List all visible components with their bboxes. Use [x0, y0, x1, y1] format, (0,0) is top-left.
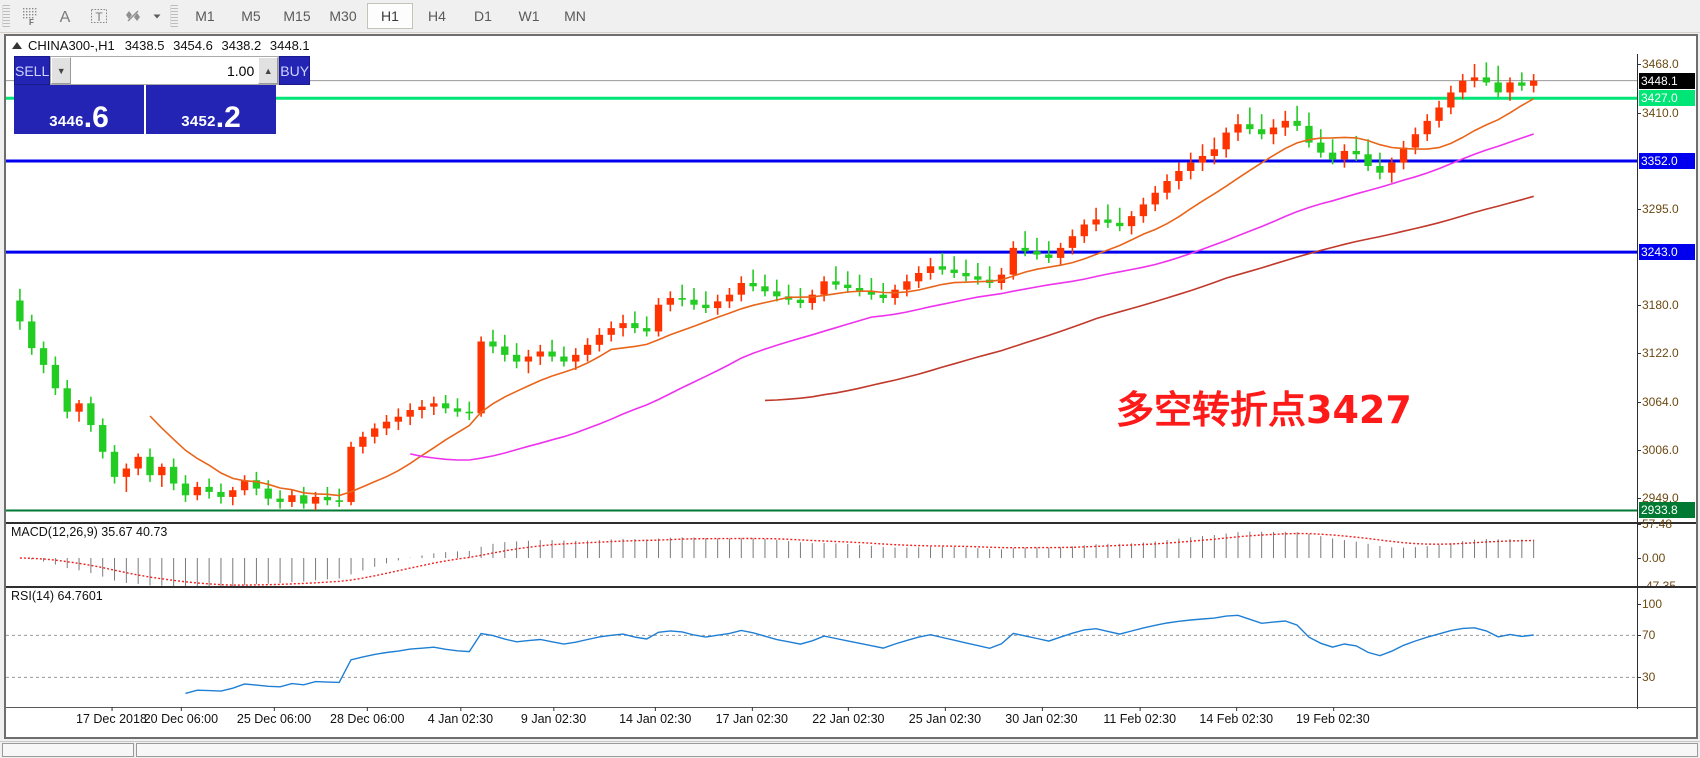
crosshair-f-icon[interactable]: F	[14, 3, 48, 29]
rsi-y-axis[interactable]: 100 70 30	[1637, 588, 1696, 709]
text-label-icon[interactable]: A	[48, 3, 82, 29]
chart-ohlc: 3438.5 3454.6 3438.2 3448.1	[125, 38, 315, 53]
rsi-plot-area[interactable]	[6, 588, 1638, 709]
chevron-down-icon[interactable]	[150, 3, 164, 29]
moving-average-line	[764, 195, 1534, 402]
chart-symbol-label: CHINA300-,H1	[28, 37, 115, 53]
oct-divider	[144, 85, 146, 134]
macd-plot-area[interactable]	[6, 524, 1638, 586]
svg-text:T: T	[95, 10, 103, 24]
timeframe-mn[interactable]: MN	[564, 8, 586, 24]
time-axis-tick: 19 Feb 02:30	[1295, 707, 1370, 726]
chart-annotation-text[interactable]: 多空转折点3427	[1116, 388, 1412, 432]
rsi-pane[interactable]: RSI(14) 64.7601 100 70 30	[6, 586, 1696, 709]
volume-stepper[interactable]: ▼ ▲	[50, 56, 280, 85]
buy-button[interactable]: BUY	[279, 56, 311, 85]
chart-header: CHINA300-,H1 3438.5 3454.6 3438.2 3448.1	[6, 36, 1696, 54]
sell-price-fraction: .6	[83, 100, 109, 134]
timeframe-m1[interactable]: M1	[195, 8, 215, 24]
timeframe-d1[interactable]: D1	[474, 8, 492, 24]
rsi-y-tick: 70	[1637, 628, 1656, 643]
text-box-icon[interactable]: T	[82, 3, 116, 29]
chart-window[interactable]: CHINA300-,H1 3438.5 3454.6 3438.2 3448.1…	[4, 34, 1698, 739]
main-toolbar: F A T M1 M5 M15 M30 H1 H4 D1 W1 MN	[0, 0, 1700, 33]
rsi-line-layer	[6, 614, 1638, 695]
oct-price-row: 3446.6 3452.2	[14, 85, 276, 134]
time-axis-tick: 14 Feb 02:30	[1199, 707, 1274, 726]
rsi-y-tick: 100	[1637, 596, 1663, 611]
timeframe-h4[interactable]: H4	[428, 8, 446, 24]
toolbar-grip-2[interactable]	[170, 5, 178, 27]
time-axis-tick: 14 Jan 02:30	[619, 707, 692, 726]
price-y-tick: 2949.0	[1638, 490, 1679, 505]
timeframe-m30[interactable]: M30	[329, 8, 357, 24]
horizontal-line-label[interactable]: 3352.0	[1639, 152, 1695, 169]
buy-price-fraction: .2	[215, 100, 241, 134]
volume-increment-icon[interactable]: ▲	[258, 57, 279, 84]
price-y-tick: 3295.0	[1638, 201, 1679, 216]
macd-pane[interactable]: MACD(12,26,9) 35.67 40.73 57.48 0.00 -47.3…	[6, 517, 1696, 593]
horizontal-line-label[interactable]: 3243.0	[1639, 244, 1695, 261]
status-bar	[0, 741, 1700, 758]
volume-input[interactable]	[71, 57, 259, 84]
ohlc-high: 3454.6	[173, 37, 213, 53]
timeframe-m5[interactable]: M5	[241, 8, 261, 24]
status-cell-left	[2, 743, 134, 757]
time-axis-tick: 4 Jan 02:30	[427, 707, 494, 726]
moving-average-line	[149, 98, 1535, 497]
toolbar-grip-1[interactable]	[2, 5, 10, 27]
ohlc-open: 3438.5	[124, 37, 165, 53]
price-y-tick: 3410.0	[1638, 105, 1679, 120]
ohlc-close: 3448.1	[269, 37, 310, 53]
time-axis-tick: 17 Dec 2018	[76, 707, 147, 726]
status-cell-right	[136, 743, 1698, 757]
sell-price[interactable]: 3446.6	[14, 85, 144, 134]
macd-histogram-layer	[19, 531, 1535, 586]
time-axis-tick: 11 Feb 02:30	[1103, 707, 1177, 726]
sell-price-integer: 3446	[49, 113, 84, 130]
svg-text:F: F	[29, 18, 34, 26]
price-y-tick: 3122.0	[1638, 346, 1679, 361]
ask-label[interactable]: 2933.8	[1639, 502, 1695, 519]
time-axis-tick: 25 Jan 02:30	[908, 707, 982, 726]
time-axis-tick: 22 Jan 02:30	[812, 707, 885, 726]
svg-text:A: A	[60, 9, 71, 26]
macd-y-tick: 0.00	[1637, 550, 1666, 565]
macd-title: MACD(12,26,9) 35.67 40.73	[11, 525, 168, 539]
collapse-triangle-icon[interactable]	[12, 41, 22, 49]
time-axis-tick: 30 Jan 02:30	[1005, 707, 1078, 726]
ohlc-low: 3438.2	[221, 37, 262, 53]
objects-icon[interactable]	[116, 3, 150, 29]
sell-button[interactable]: SELL	[14, 56, 51, 85]
price-y-tick: 3180.0	[1638, 297, 1679, 312]
rsi-title: RSI(14) 64.7601	[11, 589, 103, 603]
horizontal-line-label[interactable]: 3427.0	[1639, 90, 1695, 107]
buy-price-integer: 3452	[181, 113, 216, 130]
bid-label[interactable]: 3448.1	[1639, 72, 1695, 89]
time-axis-tick: 17 Jan 02:30	[715, 707, 788, 726]
timeframe-m15[interactable]: M15	[283, 8, 311, 24]
price-y-tick: 3006.0	[1638, 443, 1679, 458]
timeframe-h1[interactable]: H1	[367, 3, 413, 29]
macd-y-tick: 57.48	[1637, 517, 1673, 531]
buy-price[interactable]: 3452.2	[146, 85, 276, 134]
timeframe-bar: M1 M5 M15 M30 H1 H4 D1 W1 MN	[182, 3, 598, 29]
volume-decrement-icon[interactable]: ▼	[51, 57, 72, 84]
rsi-y-tick: 30	[1637, 670, 1656, 685]
time-axis[interactable]: 17 Dec 2018 20 Dec 06:00 25 Dec 06:00 28 De…	[6, 707, 1696, 738]
time-axis-tick: 20 Dec 06:00	[143, 707, 219, 726]
one-click-trading-panel[interactable]: SELL ▼ ▲ BUY 3446.6 3452.2	[14, 56, 311, 134]
macd-y-axis[interactable]: 57.48 0.00 -47.35	[1637, 517, 1696, 593]
moving-average-line	[410, 133, 1534, 461]
time-axis-tick: 28 Dec 06:00	[330, 707, 405, 726]
rsi-line	[185, 614, 1534, 695]
price-y-tick: 3468.0	[1638, 57, 1679, 72]
time-axis-tick: 25 Dec 06:00	[236, 707, 312, 726]
price-y-axis[interactable]: 3468.0 3410.0 3295.0 3180.0 3122.0 3064.0 3006…	[1637, 54, 1696, 522]
time-axis-tick: 9 Jan 02:30	[520, 707, 587, 726]
timeframe-w1[interactable]: W1	[518, 8, 540, 24]
price-y-tick: 3064.0	[1638, 394, 1679, 409]
oct-top-row: SELL ▼ ▲ BUY	[14, 56, 311, 85]
